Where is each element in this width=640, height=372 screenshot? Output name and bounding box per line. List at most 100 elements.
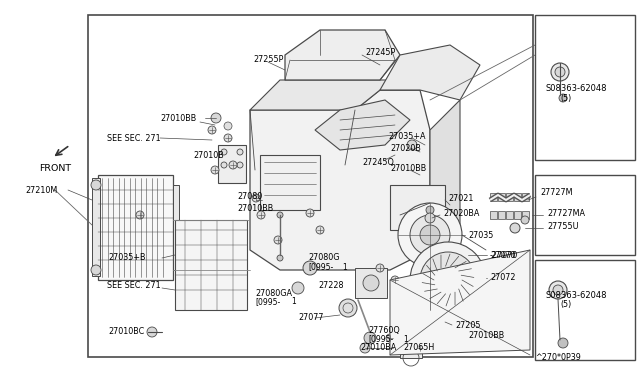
Text: 1: 1 xyxy=(403,334,408,343)
Text: [0995-: [0995- xyxy=(255,298,280,307)
Circle shape xyxy=(555,67,565,77)
Circle shape xyxy=(316,226,324,234)
Circle shape xyxy=(426,298,470,342)
Text: 27077: 27077 xyxy=(298,314,323,323)
Text: 27010BB: 27010BB xyxy=(468,330,504,340)
Circle shape xyxy=(306,209,314,217)
Circle shape xyxy=(224,122,232,130)
Text: 27035+A: 27035+A xyxy=(388,131,426,141)
Bar xyxy=(175,220,247,310)
Bar xyxy=(92,178,100,276)
Bar xyxy=(522,211,529,219)
Circle shape xyxy=(277,255,283,261)
Bar xyxy=(260,155,320,210)
Circle shape xyxy=(386,334,394,342)
Polygon shape xyxy=(250,90,430,270)
Text: 27065H: 27065H xyxy=(403,343,435,352)
Circle shape xyxy=(274,236,282,244)
Text: 27080: 27080 xyxy=(237,192,262,201)
Text: 27010BB: 27010BB xyxy=(237,203,273,212)
Circle shape xyxy=(237,162,243,168)
Circle shape xyxy=(136,211,144,219)
Text: 27080G: 27080G xyxy=(308,253,339,263)
Text: 27210M: 27210M xyxy=(25,186,57,195)
Circle shape xyxy=(440,272,456,288)
Bar xyxy=(490,193,497,201)
Circle shape xyxy=(208,126,216,134)
Circle shape xyxy=(91,180,101,190)
Bar xyxy=(428,310,468,330)
Text: 27010B: 27010B xyxy=(193,151,224,160)
Text: 27035: 27035 xyxy=(468,231,493,240)
Circle shape xyxy=(364,332,376,344)
Text: ^270*0P39: ^270*0P39 xyxy=(535,353,581,362)
Polygon shape xyxy=(285,30,400,80)
Bar xyxy=(535,260,635,360)
Circle shape xyxy=(303,261,317,275)
Circle shape xyxy=(229,161,237,169)
Circle shape xyxy=(426,206,434,214)
Circle shape xyxy=(211,113,221,123)
Text: 27035+B: 27035+B xyxy=(108,253,145,263)
Circle shape xyxy=(549,281,567,299)
Text: S08363-62048: S08363-62048 xyxy=(546,83,607,93)
Bar xyxy=(506,193,513,201)
Text: [0995-: [0995- xyxy=(308,263,333,272)
Bar xyxy=(506,211,513,219)
Text: 27010BB: 27010BB xyxy=(160,113,196,122)
Bar xyxy=(522,193,529,201)
Text: 27245P: 27245P xyxy=(365,48,396,57)
Circle shape xyxy=(410,215,450,255)
Text: 27020BA: 27020BA xyxy=(443,208,479,218)
Text: 27070: 27070 xyxy=(490,250,515,260)
Polygon shape xyxy=(380,45,480,100)
Circle shape xyxy=(420,252,476,308)
Polygon shape xyxy=(315,100,410,150)
Text: 27760Q: 27760Q xyxy=(368,326,400,334)
Circle shape xyxy=(360,343,370,353)
Circle shape xyxy=(363,275,379,291)
Circle shape xyxy=(147,327,157,337)
Text: 27010BB: 27010BB xyxy=(390,164,426,173)
Circle shape xyxy=(521,216,529,224)
Circle shape xyxy=(558,338,568,348)
Circle shape xyxy=(391,276,399,284)
Bar xyxy=(173,185,179,270)
Circle shape xyxy=(376,264,384,272)
Text: [0995-: [0995- xyxy=(368,334,393,343)
Bar xyxy=(535,15,635,160)
Text: 1: 1 xyxy=(342,263,347,272)
Circle shape xyxy=(221,162,227,168)
Text: 27010BC: 27010BC xyxy=(108,327,144,337)
Circle shape xyxy=(407,140,417,150)
Circle shape xyxy=(252,194,260,202)
Text: SEE SEC. 271: SEE SEC. 271 xyxy=(107,134,161,142)
Circle shape xyxy=(425,213,435,223)
Bar xyxy=(355,268,387,298)
Text: 27205: 27205 xyxy=(455,321,481,330)
Text: 27727MA: 27727MA xyxy=(547,208,585,218)
Text: S08363-62048: S08363-62048 xyxy=(546,291,607,299)
Bar xyxy=(400,330,422,358)
Bar xyxy=(88,15,533,357)
Bar xyxy=(514,193,521,201)
Circle shape xyxy=(224,134,232,142)
Text: 27021: 27021 xyxy=(448,193,474,202)
Circle shape xyxy=(434,306,462,334)
Text: 27020B: 27020B xyxy=(390,144,421,153)
Circle shape xyxy=(91,265,101,275)
Circle shape xyxy=(551,63,569,81)
Polygon shape xyxy=(390,250,530,355)
Circle shape xyxy=(277,212,283,218)
Bar xyxy=(390,185,445,230)
Text: 27727M: 27727M xyxy=(540,187,573,196)
Bar xyxy=(498,211,505,219)
Circle shape xyxy=(292,282,304,294)
Bar xyxy=(498,193,505,201)
Circle shape xyxy=(211,166,219,174)
Bar xyxy=(218,145,246,183)
Text: 27072: 27072 xyxy=(490,273,515,282)
Circle shape xyxy=(257,211,265,219)
Text: 1: 1 xyxy=(291,298,296,307)
Circle shape xyxy=(221,149,227,155)
